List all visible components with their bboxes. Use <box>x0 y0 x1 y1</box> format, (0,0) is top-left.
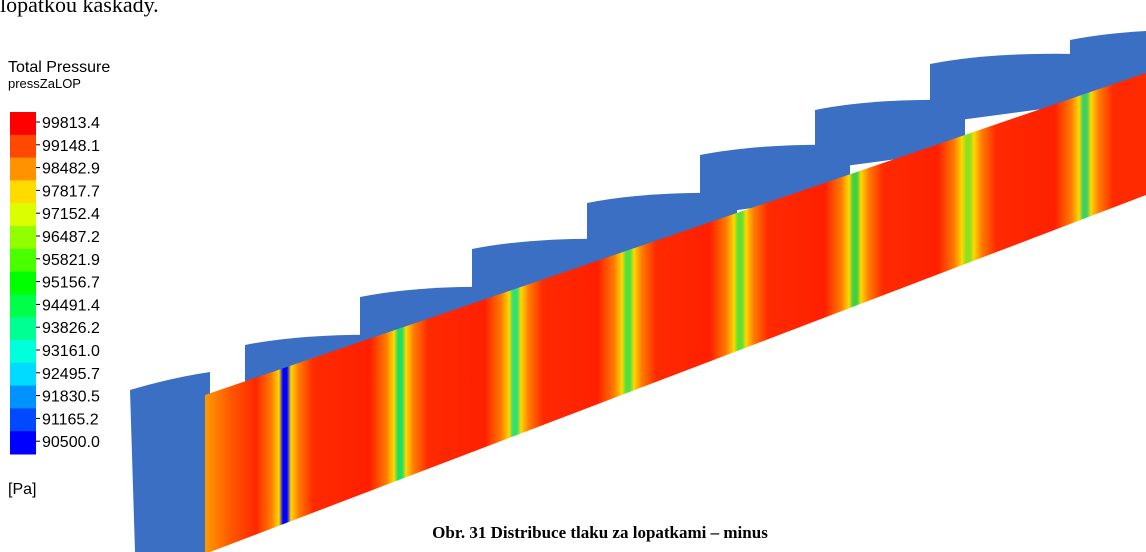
legend-swatch <box>10 363 36 386</box>
legend-label: 98482.9 <box>42 161 100 178</box>
legend-label: 93161.0 <box>42 343 100 360</box>
legend-label: 95156.7 <box>42 275 100 292</box>
legend-label: 99148.1 <box>42 138 100 155</box>
legend-label: 90500.0 <box>42 434 100 451</box>
page-canvas: lopatkou kaskády. Total Pressure pressZa… <box>0 0 1146 552</box>
legend-swatch <box>10 272 36 295</box>
legend-label: 93826.2 <box>42 320 100 337</box>
legend: 99813.4 99148.1 98482.9 97817.7 97152.4 96487… <box>10 112 100 455</box>
legend-label: 95821.9 <box>42 252 100 269</box>
figure-caption: Obr. 31 Distribuce tlaku za lopatkami – … <box>432 523 768 542</box>
legend-swatch <box>10 180 36 203</box>
legend-swatch <box>10 386 36 409</box>
legend-swatch <box>10 294 36 317</box>
legend-label: 96487.2 <box>42 229 100 246</box>
legend-swatch <box>10 112 36 135</box>
legend-swatch <box>10 317 36 340</box>
legend-label: 99813.4 <box>42 115 100 132</box>
legend-unit: [Pa] <box>8 481 36 498</box>
legend-swatch <box>10 249 36 272</box>
page: lopatkou kaskády. Total Pressure pressZa… <box>0 0 1146 552</box>
legend-swatch <box>10 203 36 226</box>
legend-swatch <box>10 158 36 181</box>
legend-label: 91830.5 <box>42 389 100 406</box>
legend-swatch <box>10 135 36 158</box>
legend-swatch <box>10 226 36 249</box>
legend-label: 97817.7 <box>42 183 100 200</box>
pressure-band <box>205 73 1146 552</box>
legend-label: 91165.2 <box>42 411 99 428</box>
legend-swatch <box>10 340 36 363</box>
header-text: lopatkou kaskády. <box>0 0 159 17</box>
legend-swatch <box>10 431 36 454</box>
legend-subtitle: pressZaLOP <box>8 76 81 91</box>
blade <box>130 372 210 552</box>
legend-label: 94491.4 <box>42 297 100 314</box>
legend-label: 92495.7 <box>42 366 100 383</box>
legend-swatch <box>10 408 36 431</box>
legend-label: 97152.4 <box>42 206 100 223</box>
legend-title: Total Pressure <box>8 59 110 76</box>
